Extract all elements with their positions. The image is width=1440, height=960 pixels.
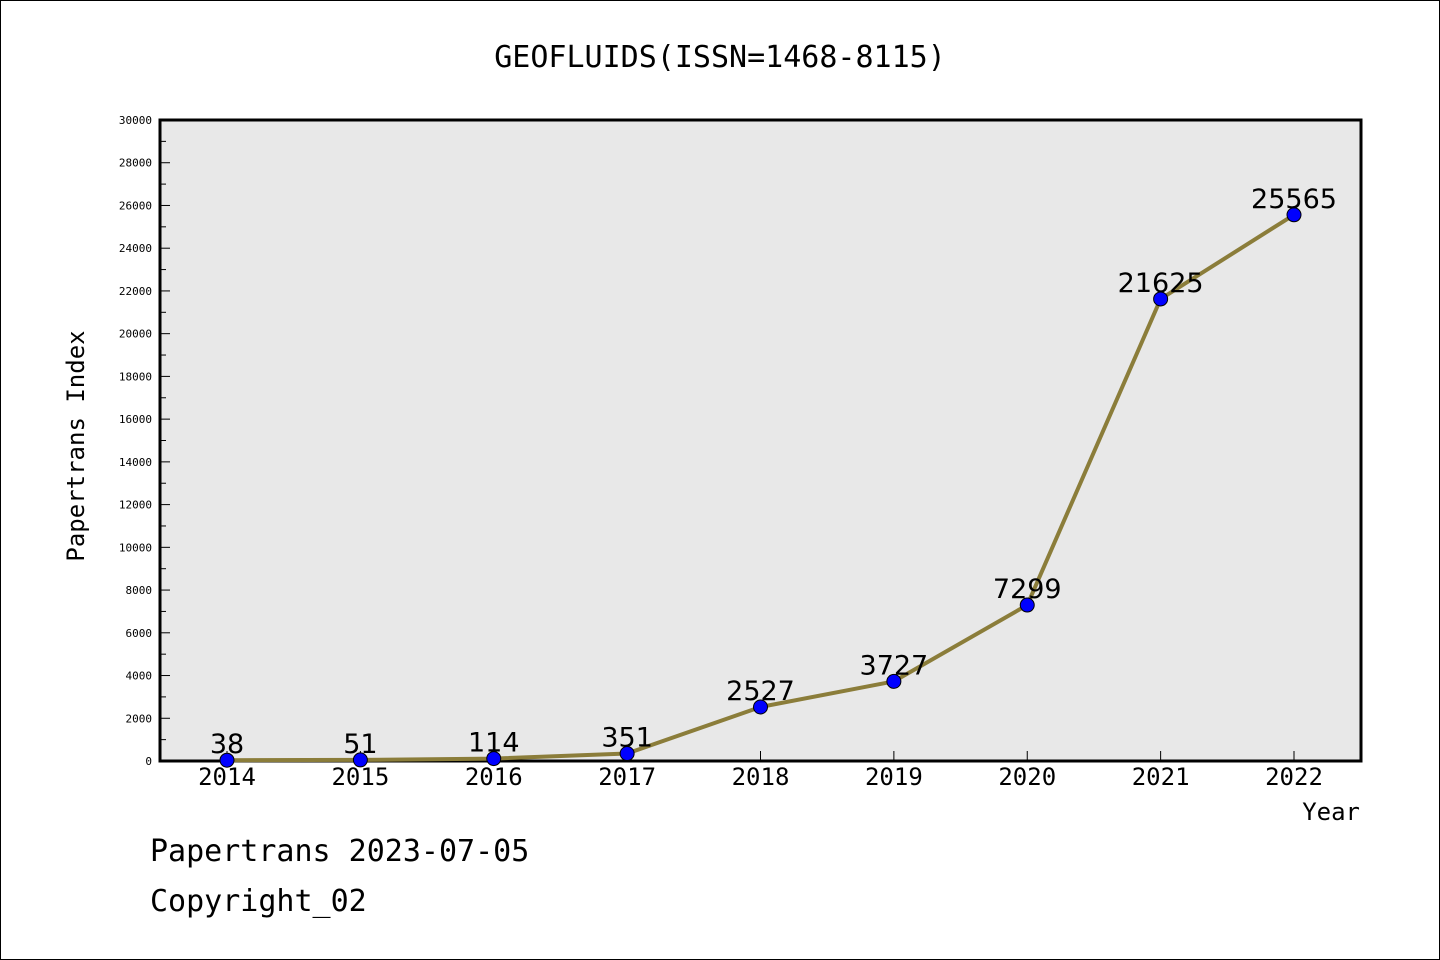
- y-tick-label: 10000: [119, 541, 152, 554]
- data-label: 25565: [1251, 184, 1337, 215]
- data-label: 38: [210, 729, 244, 760]
- y-axis-label: Papertrans Index: [62, 330, 90, 561]
- footer-date: Papertrans 2023-07-05: [150, 834, 530, 869]
- y-tick-label: 26000: [119, 199, 152, 212]
- data-point: [486, 751, 502, 767]
- y-tick-label: 6000: [126, 627, 153, 640]
- data-point: [886, 673, 902, 689]
- x-axis-ticks: 2014 2015 2016 2017 2018 2019 2020 2021 2022: [198, 751, 1323, 791]
- y-tick-label: 0: [145, 755, 152, 768]
- chart-title: GEOFLUIDS(ISSN=1468-8115): [494, 40, 946, 75]
- data-label: 351: [601, 723, 653, 754]
- data-point: [1153, 291, 1169, 307]
- x-tick-label: 2016: [465, 763, 523, 791]
- data-label: 21625: [1118, 268, 1204, 299]
- y-tick-label: 12000: [119, 499, 152, 512]
- data-point: [1286, 207, 1302, 223]
- y-tick-label: 18000: [119, 370, 152, 383]
- y-tick-label: 16000: [119, 413, 152, 426]
- data-point: [219, 752, 235, 768]
- x-tick-label: 2015: [331, 763, 389, 791]
- x-tick-label: 2017: [598, 763, 656, 791]
- footer-copyright: Copyright_02: [150, 884, 367, 919]
- x-tick-label: 2019: [865, 763, 923, 791]
- data-label: 51: [343, 729, 377, 760]
- x-tick-label: 2020: [998, 763, 1056, 791]
- y-tick-label: 14000: [119, 456, 152, 469]
- x-tick-label: 2018: [732, 763, 790, 791]
- x-tick-label: 2021: [1132, 763, 1190, 791]
- y-tick-label: 2000: [126, 712, 153, 725]
- data-label: 114: [468, 728, 520, 759]
- data-markers: [219, 207, 1302, 768]
- y-tick-label: 30000: [119, 114, 152, 127]
- y-tick-label: 20000: [119, 328, 152, 341]
- data-point: [753, 699, 768, 715]
- y-tick-label: 24000: [119, 242, 152, 255]
- data-label: 2527: [726, 676, 795, 707]
- data-label: 7299: [993, 574, 1062, 605]
- data-point: [1019, 597, 1035, 613]
- y-tick-label: 4000: [126, 670, 153, 683]
- data-labels: 38 51 114 351 2527 3727 7299 21625 25565: [210, 184, 1337, 760]
- y-tick-label: 28000: [119, 157, 152, 170]
- data-label: 3727: [860, 650, 929, 681]
- data-point: [352, 752, 368, 768]
- plot-area: [158, 118, 1363, 763]
- y-tick-label: 22000: [119, 285, 152, 298]
- x-tick-label: 2022: [1265, 763, 1323, 791]
- y-tick-label: 8000: [126, 584, 153, 597]
- data-point: [619, 746, 635, 762]
- x-axis-label: Year: [1302, 798, 1360, 826]
- y-axis-ticks: 0 2000 4000 6000 8000 10000 12000 14000 16000 180…: [119, 114, 170, 768]
